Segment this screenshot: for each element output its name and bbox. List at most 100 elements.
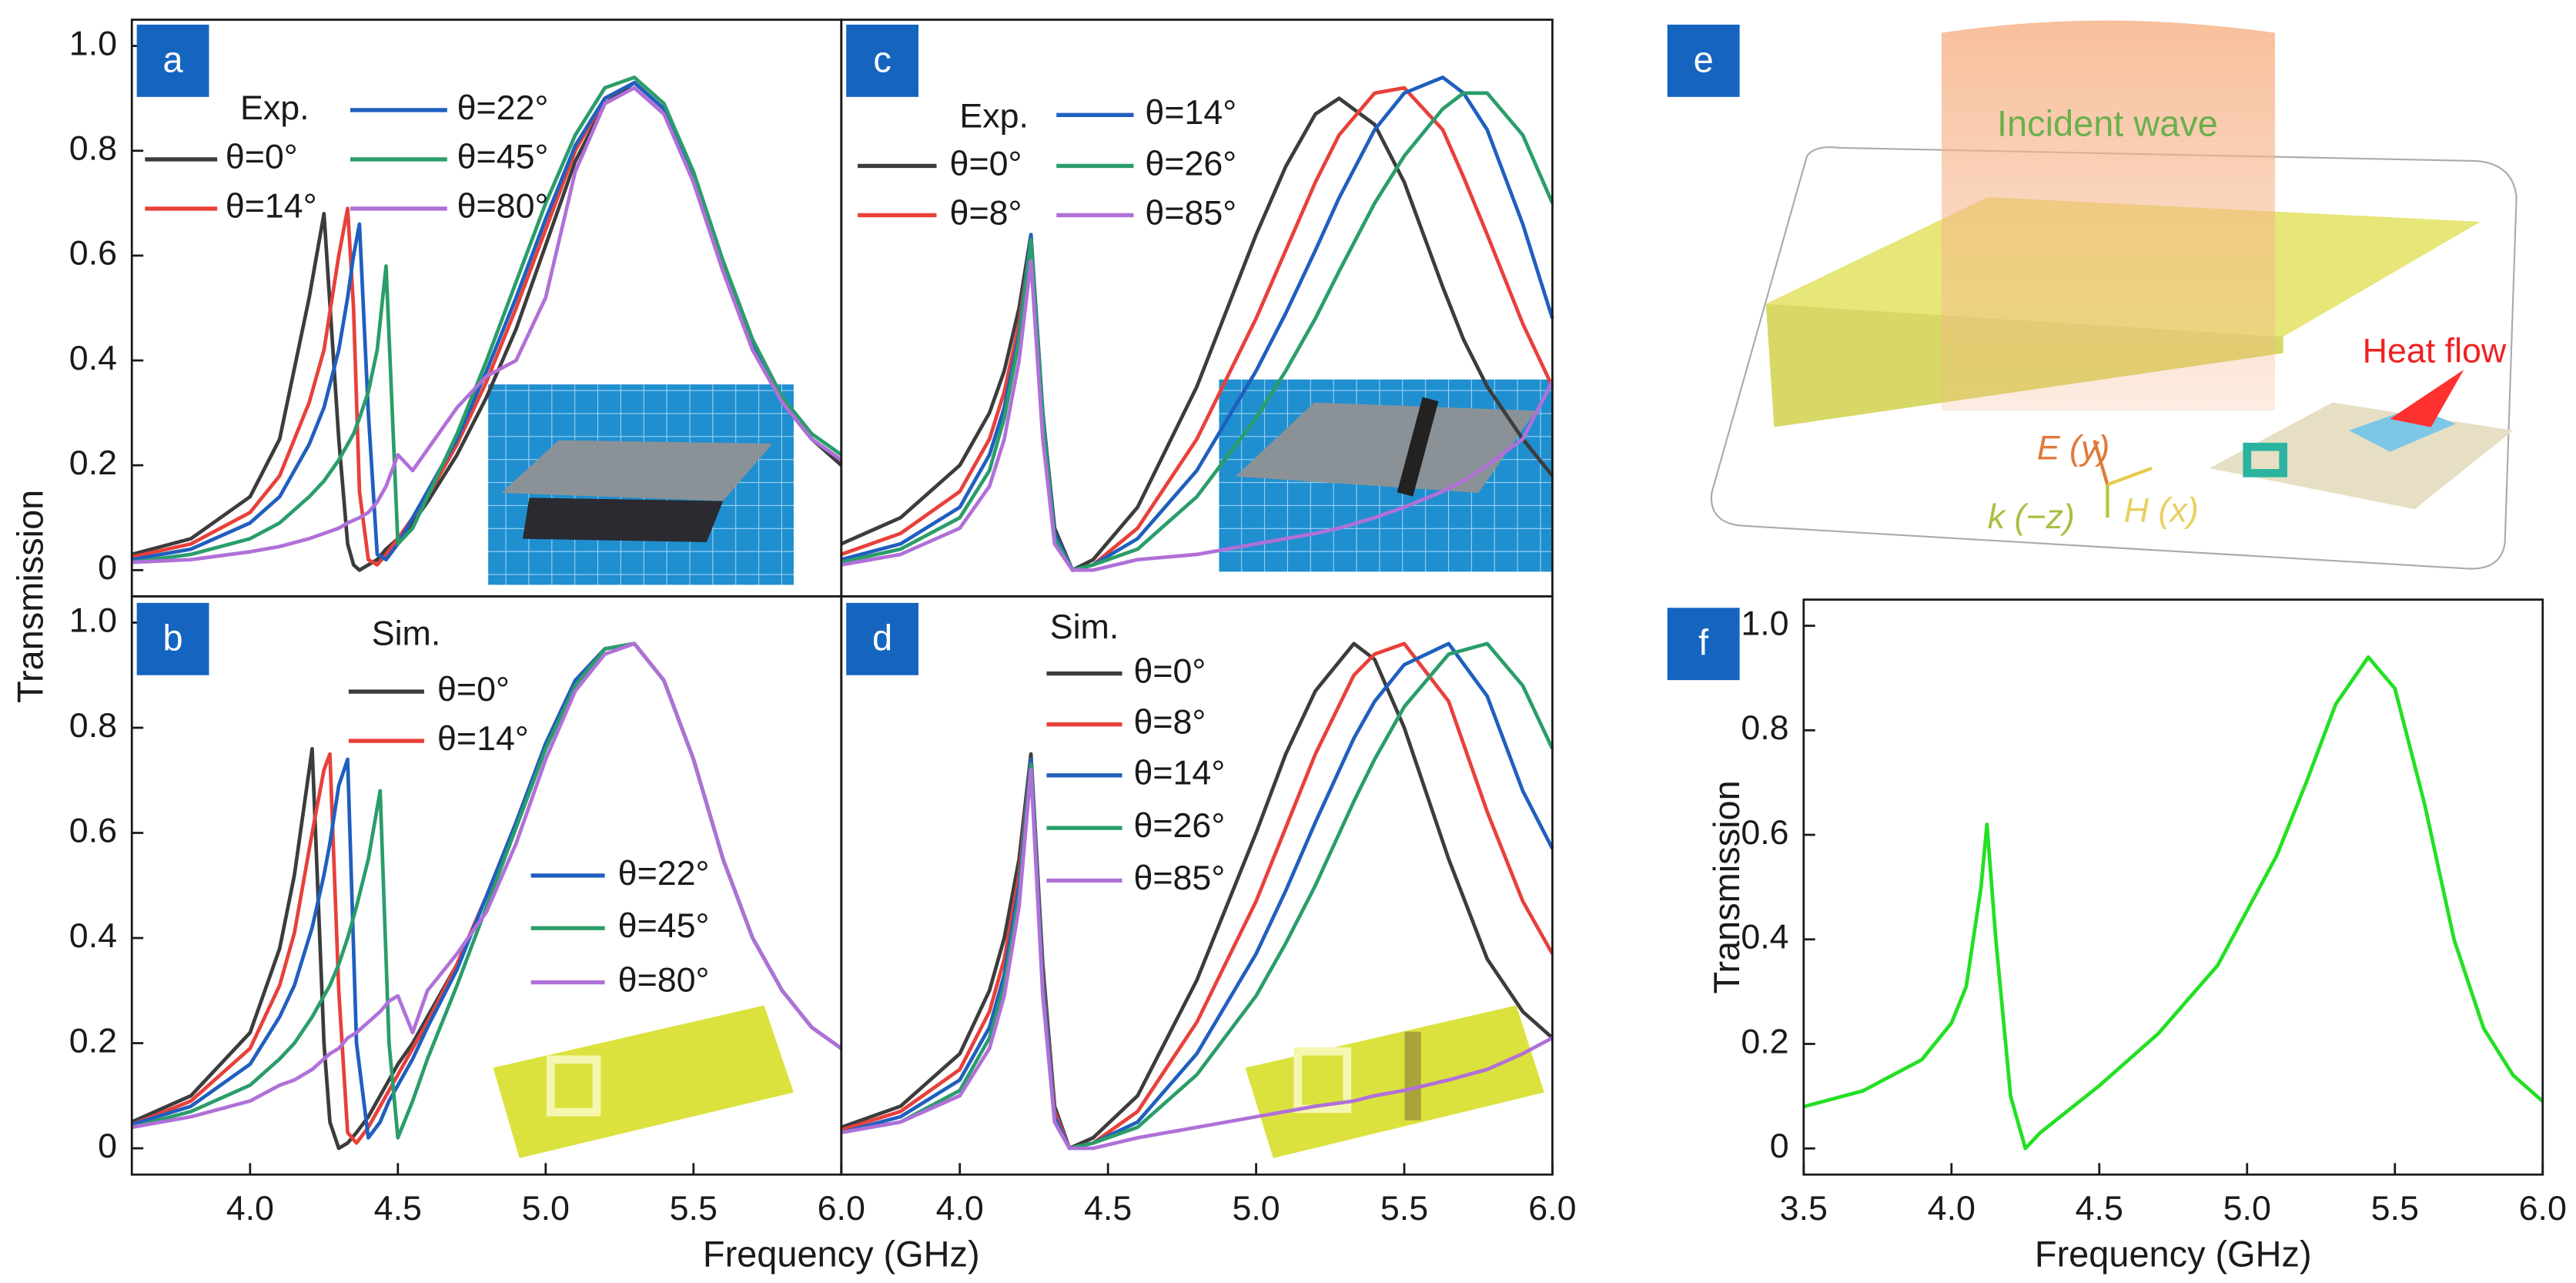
legend-title: Exp.	[240, 89, 309, 127]
y-tick-label: 0.2	[1741, 1022, 1788, 1060]
legend-label: θ=8°	[1133, 703, 1206, 742]
x-tick-label: 4.5	[374, 1189, 422, 1228]
legend-label: θ=45°	[618, 906, 710, 945]
legend-label: θ=0°	[226, 138, 298, 176]
panel-label: b	[163, 618, 183, 658]
legend-label: θ=26°	[1133, 806, 1225, 845]
x-tick-label: 4.0	[936, 1189, 984, 1228]
x-tick-label: 5.5	[1380, 1189, 1428, 1228]
unit-cell	[2209, 402, 2514, 510]
sample-plate	[501, 440, 773, 501]
legend-label: θ=80°	[618, 960, 710, 999]
legend-title: Sim.	[1050, 608, 1119, 646]
panel-label: f	[1698, 623, 1709, 663]
y-tick-label: 0.6	[69, 234, 117, 273]
plot-frame	[840, 595, 1554, 1176]
heater-strip	[1397, 397, 1439, 497]
e-label: E (y)	[2037, 428, 2110, 467]
x-tick-label: 6.0	[2519, 1189, 2567, 1228]
curve	[841, 642, 1554, 1151]
y-tick-label: 0	[1770, 1127, 1789, 1165]
foam-base	[522, 497, 724, 542]
insets	[488, 379, 1553, 1158]
y-tick-label: 0	[98, 1127, 117, 1165]
x-tick-label: 6.0	[1528, 1189, 1576, 1228]
y-axis-label: Transmission	[1707, 780, 1747, 993]
y-axis-label: Transmission	[11, 490, 51, 703]
incident-beam	[1941, 20, 2276, 411]
k-label: k (−z)	[1988, 497, 2075, 536]
curve	[841, 91, 1554, 572]
y-tick-label: 0.4	[69, 916, 117, 955]
y-tick-label: 0.2	[69, 444, 117, 482]
y-tick-label: 0.6	[69, 811, 117, 849]
legend-label: θ=14°	[1133, 754, 1225, 792]
x-tick-label: 4.0	[226, 1189, 274, 1228]
heater-strip	[1404, 1031, 1421, 1121]
panel-label: d	[872, 618, 892, 658]
ring	[546, 1055, 601, 1117]
curve	[131, 75, 843, 564]
y-tick-label: 1.0	[1741, 604, 1788, 642]
legend-label: θ=85°	[1145, 193, 1236, 232]
panel-badge	[136, 602, 209, 675]
x-tick-label: 6.0	[818, 1189, 865, 1228]
sample-plate	[1235, 402, 1537, 493]
legend-title: Exp.	[959, 96, 1029, 135]
panel-badge	[1667, 24, 1740, 97]
x-tick-label: 5.5	[2371, 1189, 2419, 1228]
panel-badge	[136, 24, 209, 97]
legend-label: θ=80°	[457, 187, 549, 226]
h-arrow	[2106, 466, 2153, 487]
x-axis-label: Frequency (GHz)	[703, 1234, 980, 1274]
y-tick-label: 0.6	[1741, 813, 1788, 852]
panel-badge	[846, 24, 919, 97]
panel-badge	[846, 602, 919, 675]
plot-frame	[1802, 598, 2544, 1176]
h-label: H (x)	[2124, 491, 2199, 529]
y-tick-label: 0.2	[69, 1021, 117, 1060]
legend-label: θ=26°	[1145, 144, 1236, 183]
ring	[1293, 1047, 1352, 1114]
x-tick-label: 4.5	[2076, 1189, 2123, 1228]
x-tick-label: 5.5	[670, 1189, 718, 1228]
e-arrow	[2093, 440, 2109, 485]
panel: 0 0.2 0.4 0.6 0.8 1.0 4.0 4.5 5.0 5.5 6.0 θ=0° θ=14°…	[69, 595, 865, 1228]
y-tick-label: 1.0	[69, 601, 117, 639]
panel-label: a	[163, 39, 184, 79]
y-tick-label: 0	[98, 548, 117, 587]
curve	[841, 642, 1554, 1151]
panel-label: c	[873, 39, 891, 79]
y-tick-label: 1.0	[69, 24, 117, 62]
curve	[840, 85, 1554, 572]
curve	[132, 85, 843, 564]
panel: 4.0 4.5 5.0 5.5 6.0 θ=0° θ=8° θ=14° θ=26° θ=85° d S…	[840, 595, 1577, 1228]
curve	[1803, 655, 2544, 1151]
x-tick-label: 5.0	[522, 1189, 570, 1228]
y-tick-label: 0.4	[69, 339, 117, 377]
y-tick-label: 0.8	[69, 129, 117, 168]
ring	[2243, 442, 2288, 477]
x-tick-label: 3.5	[1780, 1189, 1828, 1228]
curve	[841, 259, 1554, 572]
legend-label: θ=8°	[950, 193, 1022, 232]
panel-label: e	[1694, 39, 1714, 79]
legend-label: θ=0°	[437, 670, 510, 708]
outline	[1710, 146, 2517, 570]
render-inset	[1245, 1005, 1544, 1158]
curve	[840, 96, 1554, 572]
y-tick-label: 0.4	[1741, 918, 1788, 956]
render-inset	[493, 1005, 794, 1158]
legend-label: θ=45°	[457, 138, 549, 176]
curve	[131, 642, 843, 1130]
legend-label: θ=0°	[950, 144, 1022, 183]
legend-label: θ=22°	[457, 89, 549, 127]
panel-badge	[1667, 608, 1740, 681]
x-tick-label: 4.0	[1928, 1189, 1975, 1228]
panel: θ=0° θ=8° θ=14° θ=26° θ=85° c Exp.	[840, 18, 1554, 598]
legend-label: θ=14°	[437, 719, 529, 758]
x-tick-label: 5.0	[1232, 1189, 1280, 1228]
illustration: e Incident wave Heat flow E (y) H (x) k …	[1667, 20, 2517, 570]
curve	[841, 642, 1554, 1151]
